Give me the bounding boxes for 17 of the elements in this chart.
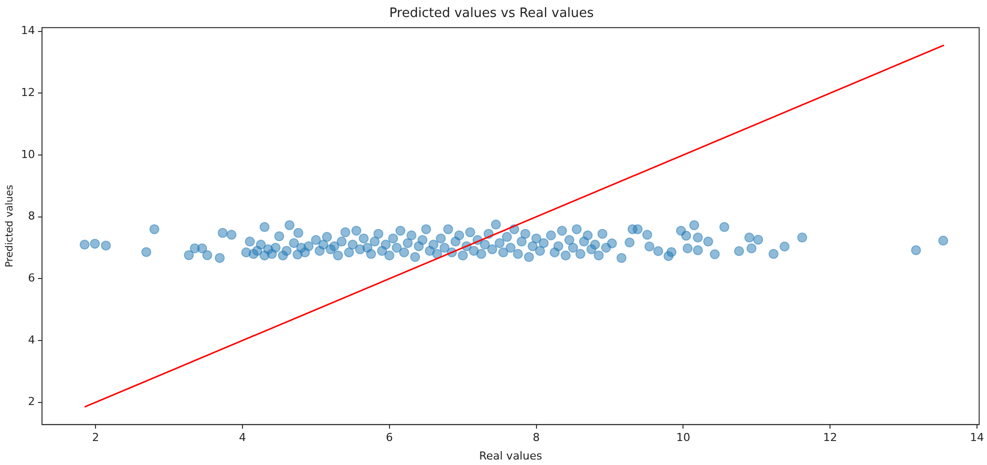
x-tick-label: 14 (970, 431, 984, 444)
y-tick-label: 14 (20, 24, 35, 38)
x-tick-label: 6 (386, 431, 393, 444)
chart-title: Predicted values vs Real values (389, 6, 594, 22)
x-tick-label: 8 (532, 431, 540, 444)
y-tick-label: 2 (28, 395, 35, 408)
y-tick-label: 8 (28, 210, 35, 223)
y-tick-label: 12 (20, 86, 35, 100)
y-tick-label: 6 (28, 272, 35, 285)
x-axis-title: Real values (479, 449, 542, 462)
x-tick-label: 12 (823, 431, 838, 444)
x-tick-label: 10 (676, 431, 690, 444)
y-tick-label: 4 (28, 333, 35, 346)
x-tick-label: 2 (92, 431, 100, 444)
y-axis-title: Predicted values (4, 184, 16, 268)
x-tick-label: 4 (239, 431, 246, 444)
y-tick-label: 10 (20, 148, 35, 161)
